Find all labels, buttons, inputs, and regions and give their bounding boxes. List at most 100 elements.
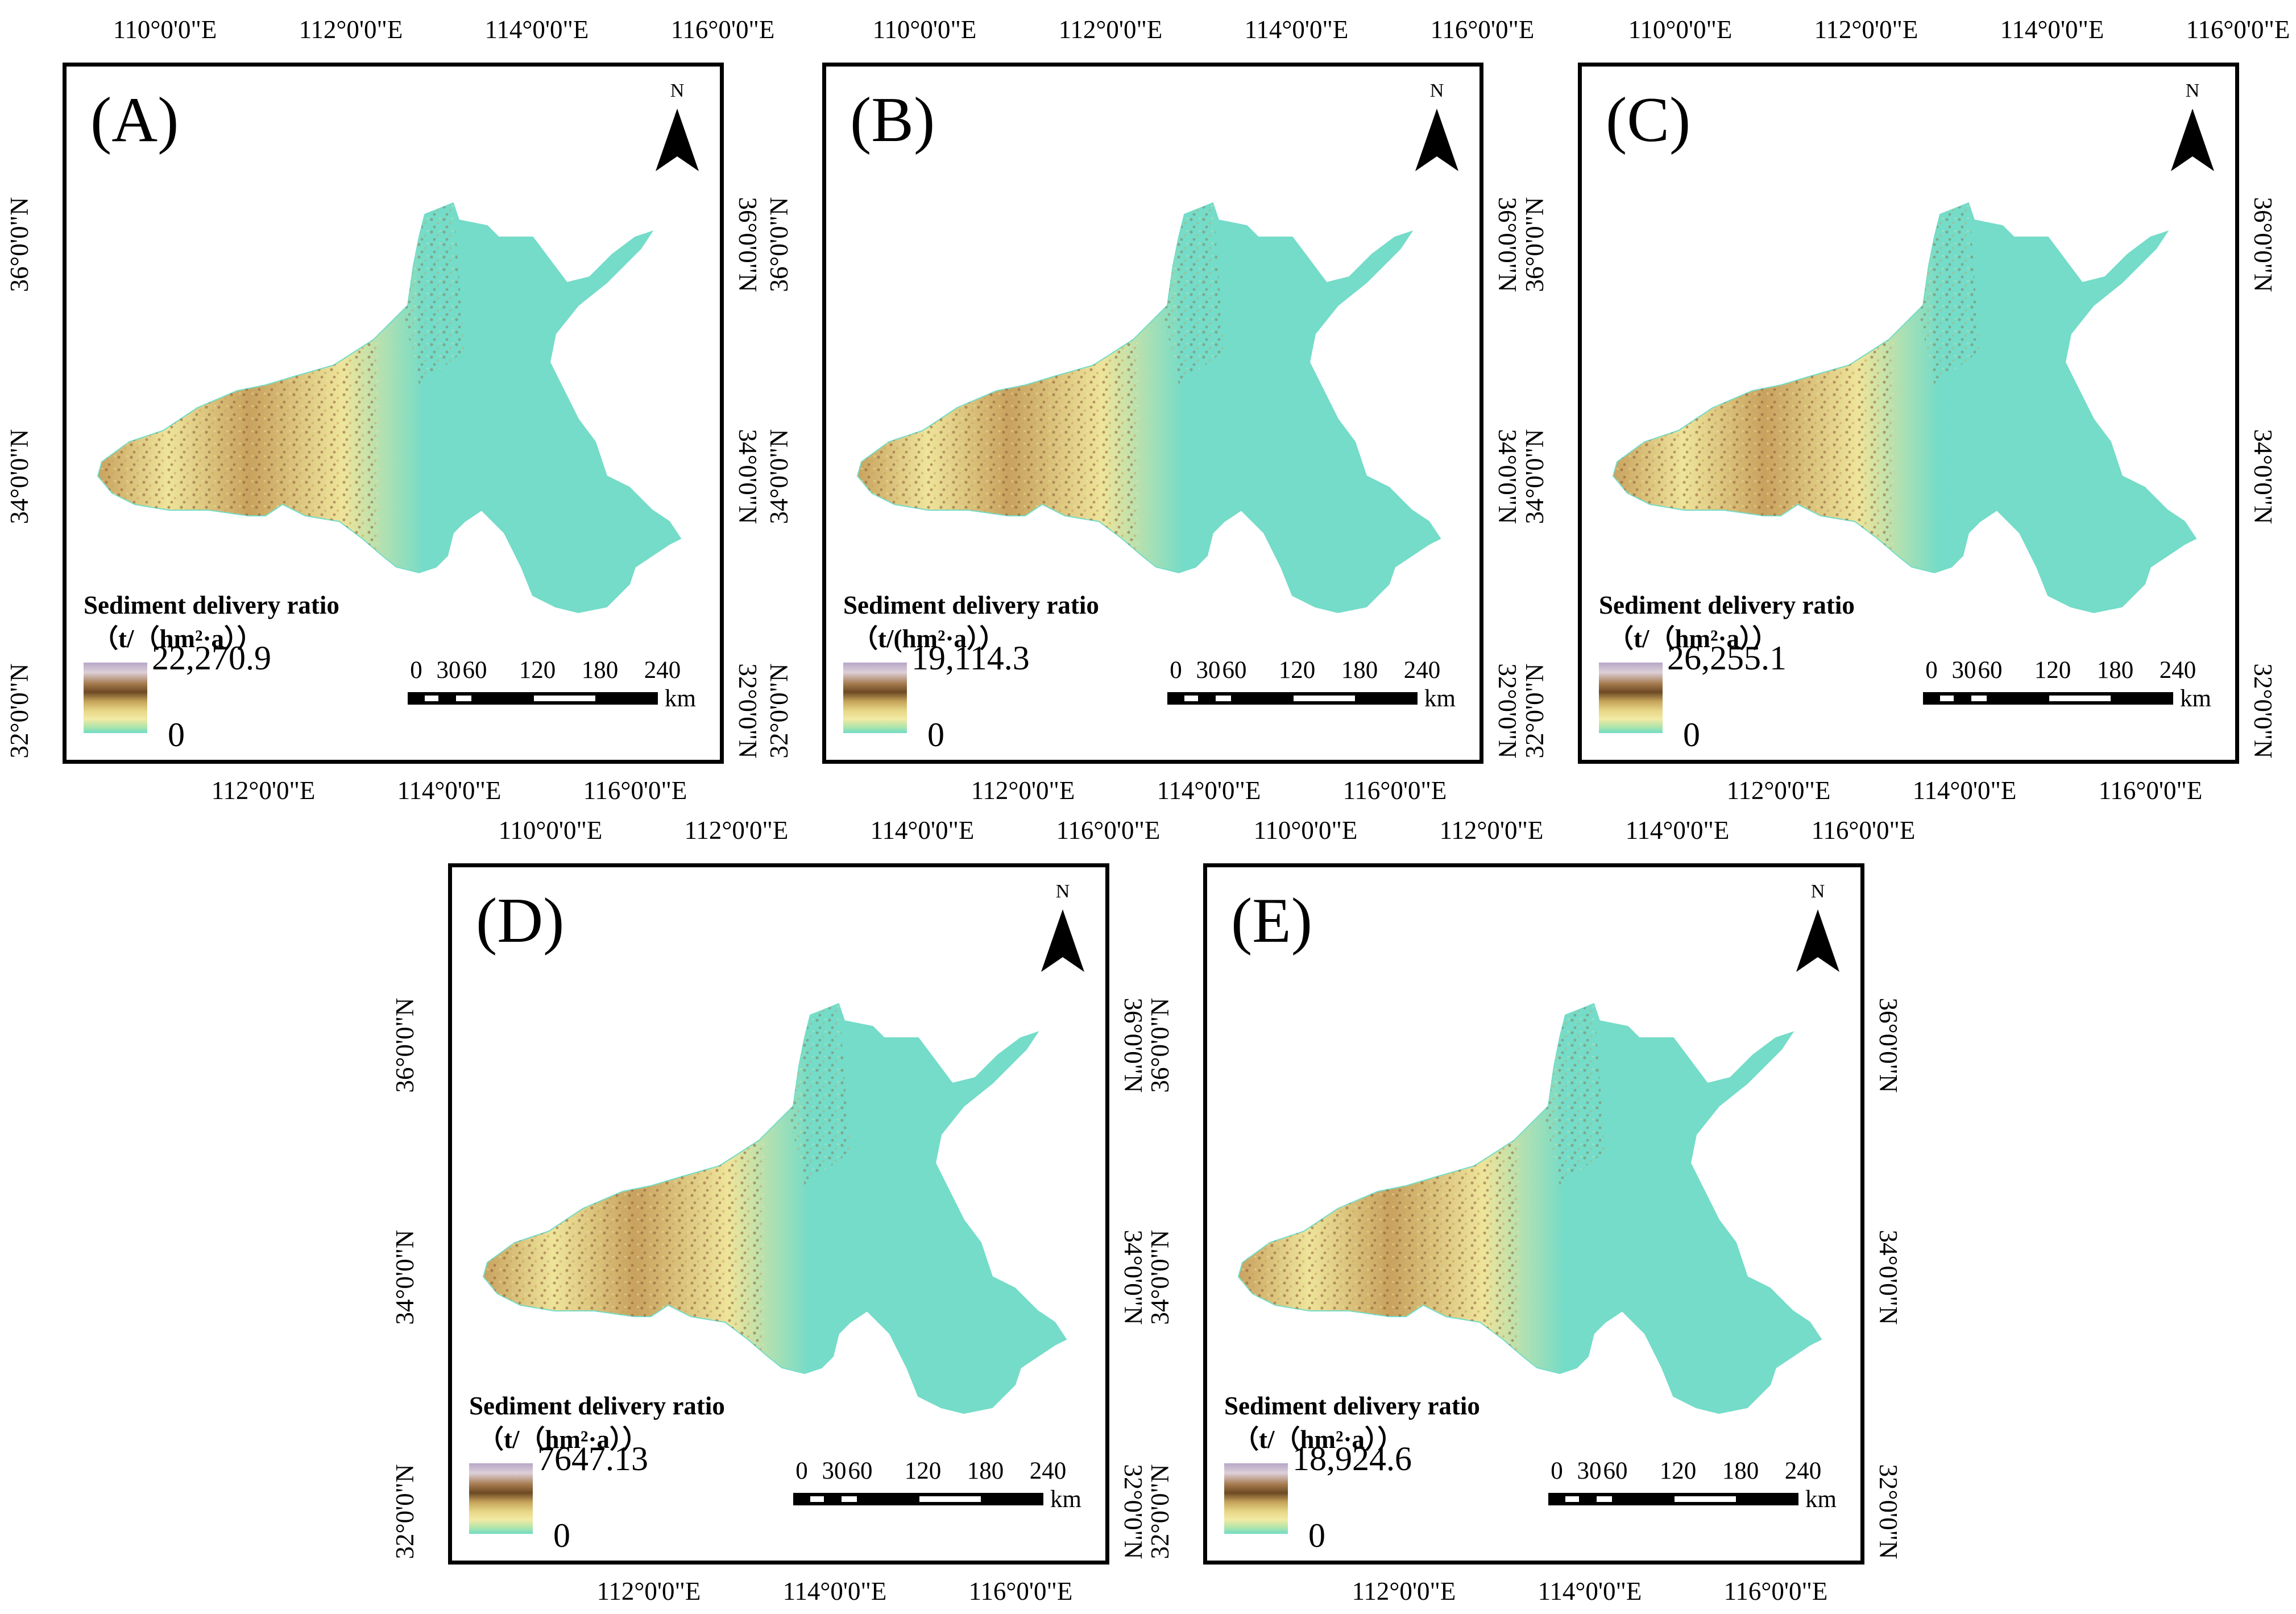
taihang-texture [402, 203, 465, 385]
scale-label: 60 [462, 657, 487, 684]
top-tick-label: 112°0'0"E [1814, 15, 1918, 44]
map-panel-b: 110°0'0"E 112°0'0"E 114°0'0"E 116°0'0"E … [765, 15, 1535, 805]
region-shape [856, 202, 1441, 614]
legend-min-value: 0 [927, 716, 944, 754]
north-label: N [1429, 80, 1444, 101]
map-frame: (E) N Sediment delivery ratio （t/（hm²·a）… [1203, 863, 1864, 1565]
bottom-tick-label: 114°0'0"E [782, 1577, 887, 1605]
erosion-texture [1613, 294, 1895, 613]
bottom-tick-label: 112°0'0"E [211, 776, 316, 805]
top-tick-label: 114°0'0"E [2000, 15, 2104, 44]
scale-bar-graphic [1548, 1493, 1798, 1505]
scale-label: 180 [2096, 657, 2134, 684]
legend-title: Sediment delivery ratio [469, 1392, 725, 1420]
north-arrow: N [1034, 882, 1091, 983]
region-shape [482, 1003, 1067, 1414]
top-tick-label: 112°0'0"E [1439, 816, 1544, 845]
top-tick-label: 114°0'0"E [1625, 816, 1730, 845]
scale-label: 120 [1278, 657, 1316, 684]
map-frame: (B) N Sediment delivery ratio （t/(hm²·a）… [822, 63, 1483, 764]
panel-label: (C) [1606, 85, 1691, 155]
map-panel-e: 110°0'0"E 112°0'0"E 114°0'0"E 116°0'0"E … [1146, 816, 1916, 1605]
scale-bar-graphic [793, 1493, 1043, 1505]
bottom-tick-label: 112°0'0"E [1726, 776, 1831, 805]
erosion-texture [857, 294, 1139, 613]
top-tick-label: 116°0'0"E [2186, 15, 2290, 44]
top-tick-label: 116°0'0"E [670, 15, 775, 44]
scale-label: 240 [1403, 657, 1441, 684]
legend-unit: （t/（hm²·a）） [1608, 624, 1778, 653]
scale-bar-graphic [1923, 692, 2173, 705]
bottom-tick-label: 114°0'0"E [397, 776, 502, 805]
scale-label: 240 [1784, 1458, 1822, 1484]
scale-label: 180 [581, 657, 619, 684]
north-label: N [1055, 881, 1070, 902]
scale-unit: km [1424, 685, 1456, 712]
scale-label: 120 [519, 657, 556, 684]
top-tick-label: 110°0'0"E [1628, 15, 1733, 44]
legend-min-value: 0 [168, 716, 185, 754]
bottom-tick-label: 116°0'0"E [2098, 776, 2203, 805]
scale-label: 240 [1029, 1458, 1067, 1484]
bottom-tick-label: 112°0'0"E [971, 776, 1075, 805]
erosion-texture [1238, 1095, 1520, 1413]
scale-unit: km [1805, 1486, 1837, 1513]
legend-max-value: 7647.13 [537, 1440, 648, 1478]
north-arrow: N [649, 81, 706, 183]
scale-label: 0 [795, 1458, 808, 1484]
north-arrow-icon [1796, 909, 1839, 972]
top-tick-label: 112°0'0"E [299, 15, 403, 44]
henan-region-map [482, 1003, 1067, 1414]
scale-label: 120 [2034, 657, 2071, 684]
bottom-tick-label: 116°0'0"E [583, 776, 687, 805]
panel-label: (A) [90, 85, 179, 155]
map-frame: (D) N Sediment delivery ratio （t/（hm²·a）… [448, 863, 1109, 1565]
scale-bar-graphic [1167, 692, 1418, 705]
legend-color-ramp [843, 663, 907, 733]
legend-color-ramp [1224, 1463, 1288, 1534]
top-tick-label: 114°0'0"E [870, 816, 975, 845]
henan-region-map [1237, 1003, 1822, 1414]
legend-unit: （t/（hm²·a）） [478, 1425, 648, 1454]
scale-unit: km [665, 685, 696, 712]
erosion-texture [98, 294, 379, 613]
top-tick-label: 110°0'0"E [498, 816, 603, 845]
scale-unit: km [1050, 1486, 1081, 1513]
bottom-tick-label: 114°0'0"E [1537, 1577, 1642, 1605]
legend-color-ramp [84, 663, 147, 733]
scale-label: 60 [1222, 657, 1247, 684]
scale-label: 30 [1196, 657, 1221, 684]
taihang-texture [1162, 203, 1224, 385]
scale-label: 240 [2159, 657, 2196, 684]
north-arrow-icon [1415, 109, 1458, 171]
henan-region-map [856, 202, 1441, 614]
region-shape [1237, 1003, 1822, 1414]
legend-title: Sediment delivery ratio [1224, 1392, 1480, 1420]
north-arrow: N [1408, 81, 1465, 183]
scale-bar: 0 30 60 120 180 240 km [408, 657, 696, 732]
top-tick-label: 110°0'0"E [1253, 816, 1358, 845]
scale-label: 60 [848, 1458, 873, 1484]
top-tick-label: 116°0'0"E [1056, 816, 1161, 845]
region-shape [97, 202, 682, 614]
legend-unit: （t/（hm²·a）） [1233, 1425, 1403, 1454]
scale-bar: 0 30 60 120 180 240 km [793, 1458, 1081, 1533]
legend-max-value: 19,114.3 [911, 639, 1030, 677]
north-arrow-icon [656, 109, 699, 171]
top-tick-label: 112°0'0"E [1058, 15, 1163, 44]
scale-label: 180 [967, 1458, 1004, 1484]
north-arrow-icon [1041, 909, 1084, 972]
bottom-tick-label: 112°0'0"E [596, 1577, 701, 1605]
top-tick-label: 114°0'0"E [484, 15, 589, 44]
scale-label: 30 [1577, 1458, 1602, 1484]
taihang-texture [788, 1004, 850, 1186]
taihang-texture [1543, 1004, 1605, 1186]
map-panel-a: 110°0'0"E 112°0'0"E 114°0'0"E 116°0'0"E … [5, 15, 775, 805]
scale-bar: 0 30 60 120 180 240 km [1923, 657, 2211, 732]
scale-label: 30 [436, 657, 461, 684]
scale-label: 0 [1170, 657, 1182, 684]
scale-label: 30 [1951, 657, 1976, 684]
top-tick-label: 114°0'0"E [1244, 15, 1349, 44]
north-arrow: N [1789, 882, 1846, 983]
bottom-tick-label: 114°0'0"E [1157, 776, 1261, 805]
